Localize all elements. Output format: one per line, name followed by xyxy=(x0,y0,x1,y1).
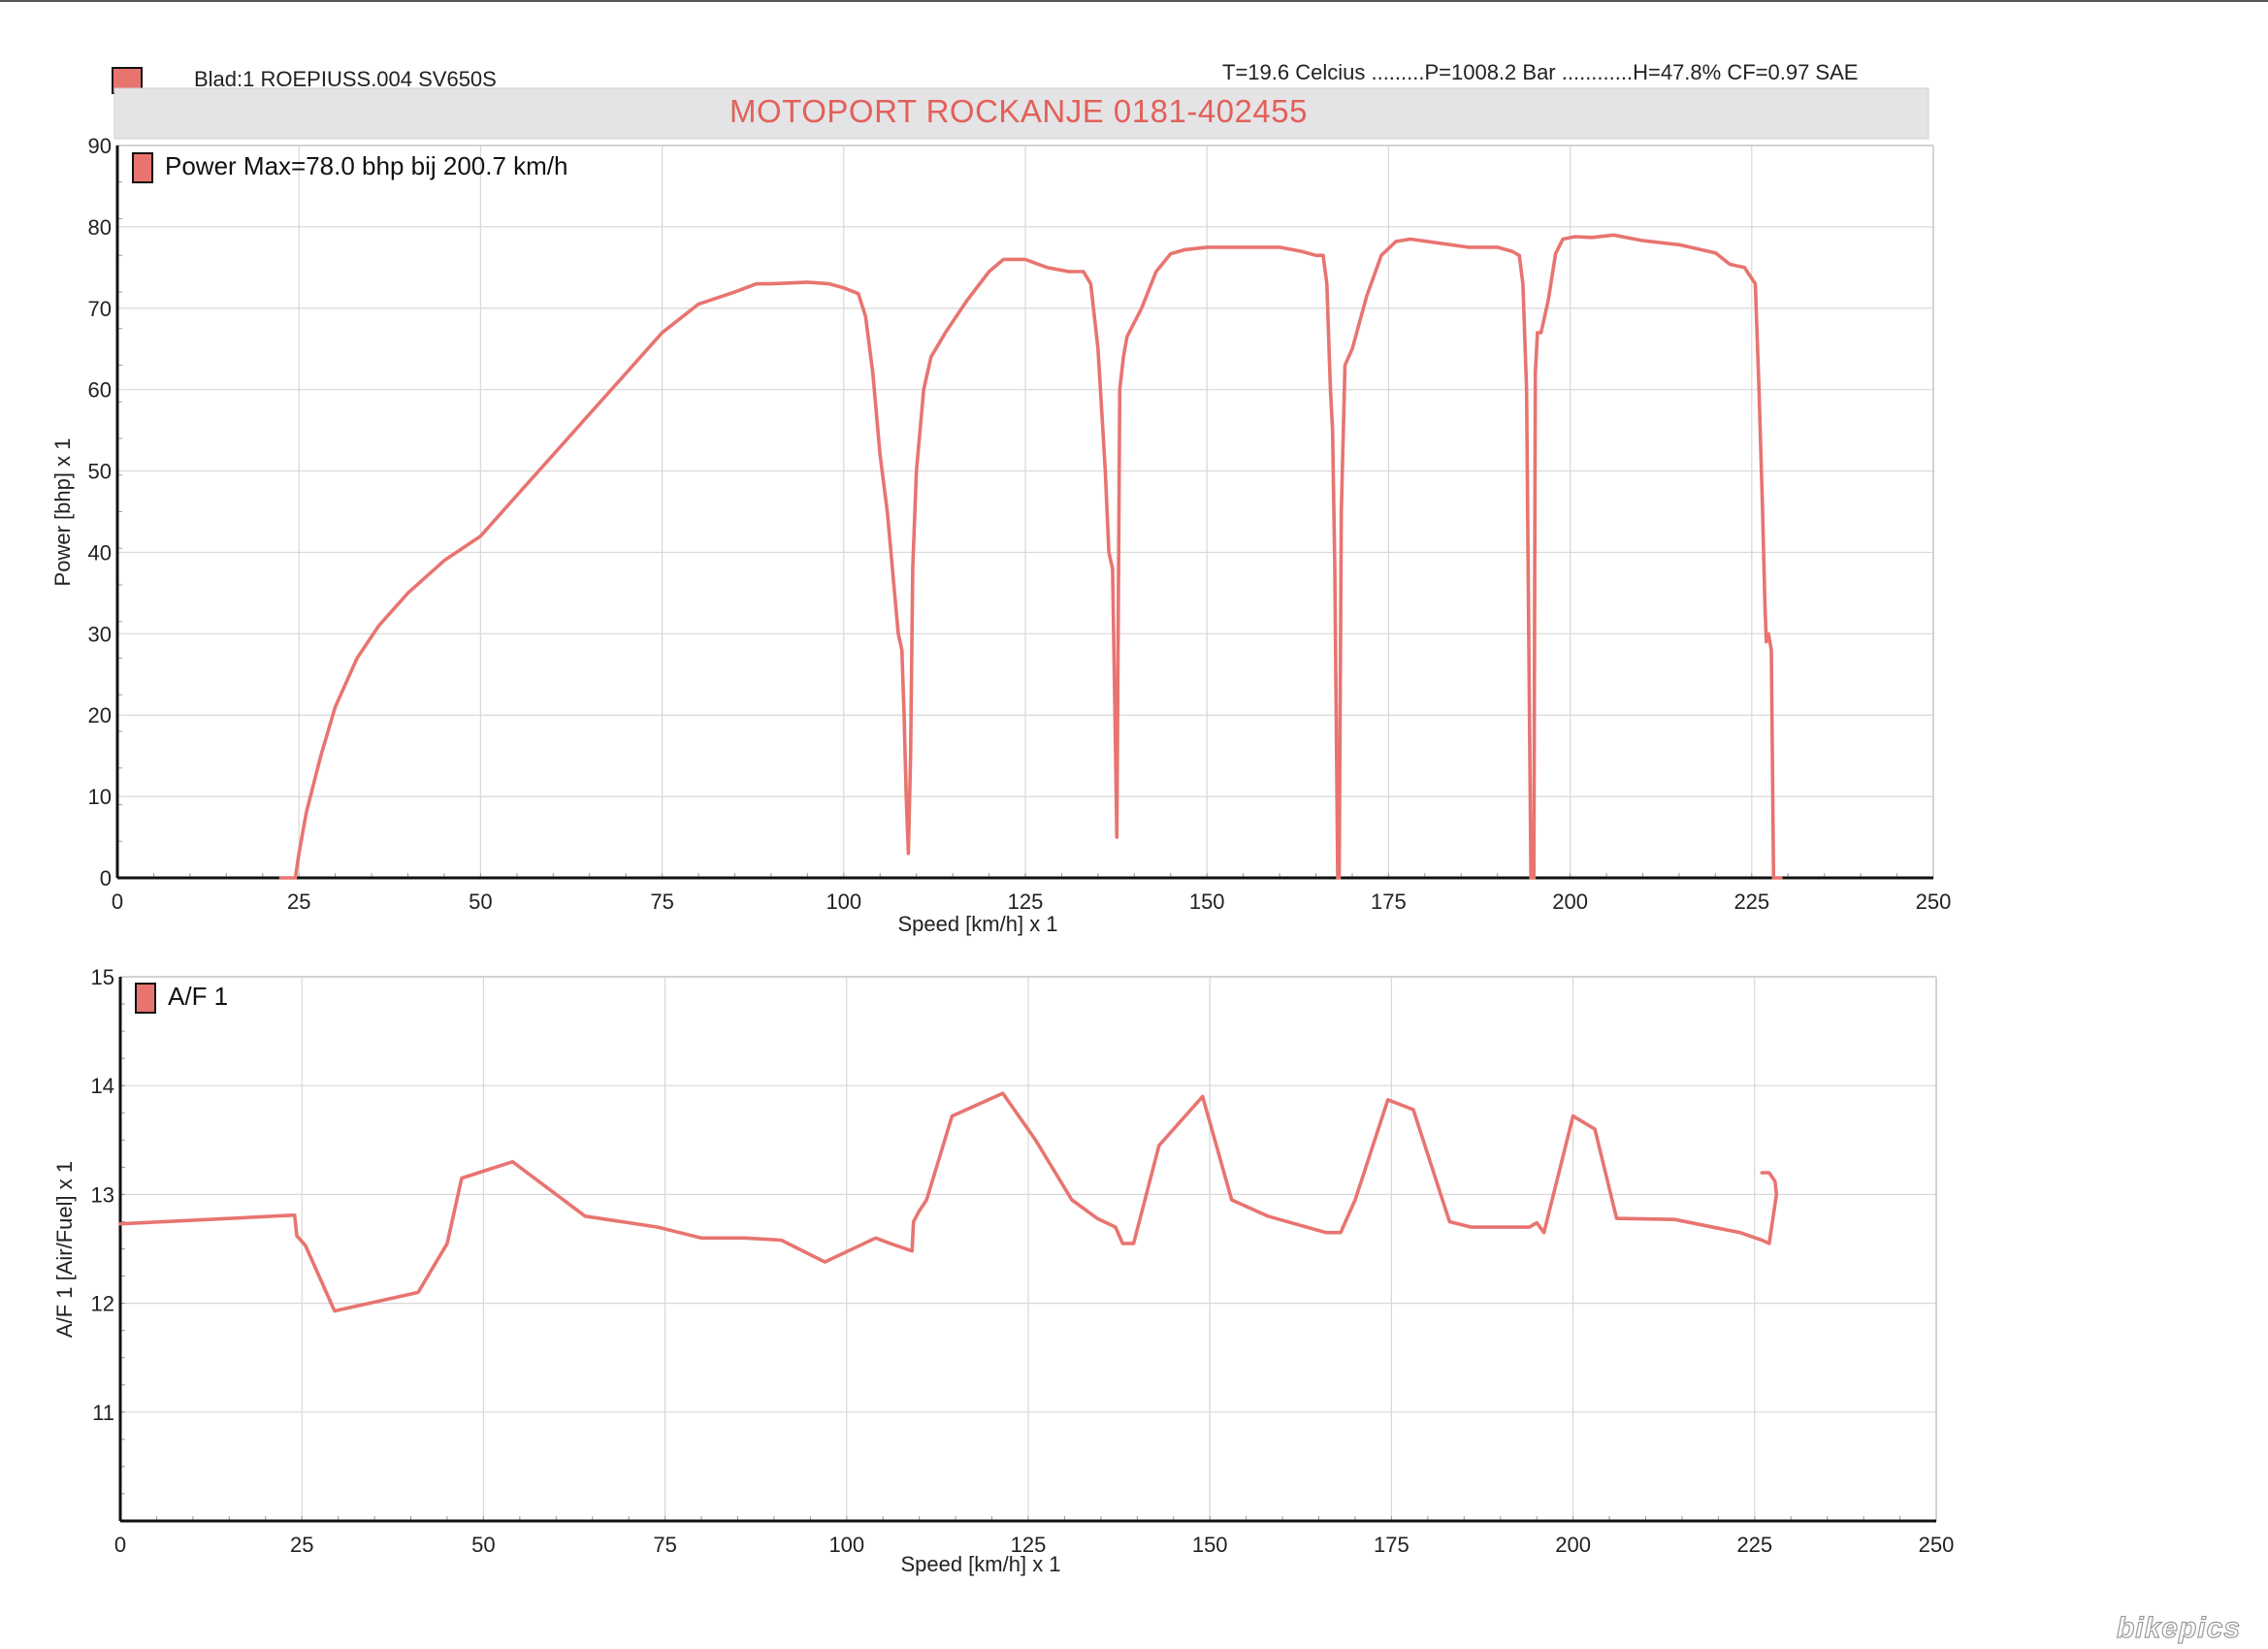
af-series-line xyxy=(118,1091,1779,1313)
power-y-tick-label: 20 xyxy=(88,703,112,728)
af-y-tick-label: 11 xyxy=(92,1401,114,1425)
af-grid xyxy=(119,976,1937,1522)
power-x-tick-label: 225 xyxy=(1733,889,1769,914)
af-y-tick-label: 13 xyxy=(91,1182,114,1207)
power-y-tick-label: 90 xyxy=(88,134,112,158)
test-conditions: T=19.6 Celcius .........P=1008.2 Bar ...… xyxy=(1222,60,1858,84)
power-x-tick-label: 125 xyxy=(1008,889,1044,914)
power-grid xyxy=(116,145,1934,879)
af-y-tick-label: 12 xyxy=(91,1292,114,1316)
af-y-tick-label: 14 xyxy=(91,1074,114,1098)
shop-banner: MOTOPORT ROCKANJE 0181-402455 xyxy=(729,93,1308,129)
power-series-line xyxy=(278,233,1783,880)
power-frame xyxy=(115,145,1934,880)
power-legend-label: Power Max=78.0 bhp bij 200.7 km/h xyxy=(165,151,568,180)
af-y-tick-labels: 11 12 13 14 15 xyxy=(91,965,114,1425)
power-y-tick-label: 10 xyxy=(88,785,112,809)
af-x-tick-label: 250 xyxy=(1919,1533,1955,1557)
power-x-tick-label: 200 xyxy=(1552,889,1588,914)
power-y-tick-label: 60 xyxy=(88,378,112,403)
power-chart: 0 10 20 30 40 50 60 70 80 90 0 25 50 75 100 125 150 175 2… xyxy=(50,134,1951,936)
power-x-tick-label: 75 xyxy=(650,889,673,914)
af-x-tick-label: 200 xyxy=(1555,1533,1591,1557)
power-x-tick-labels: 0 25 50 75 100 125 150 175 200 225 250 xyxy=(112,889,1951,914)
power-y-axis-title: Power [bhp] x 1 xyxy=(50,438,75,587)
af-x-tick-label: 25 xyxy=(290,1533,313,1557)
power-y-tick-label: 30 xyxy=(88,622,112,646)
power-x-tick-label: 25 xyxy=(287,889,310,914)
power-legend-swatch xyxy=(132,152,153,183)
af-x-tick-label: 75 xyxy=(653,1533,676,1557)
power-x-tick-label: 0 xyxy=(112,889,123,914)
af-y-tick-label: 15 xyxy=(91,965,114,989)
af-legend-label: A/F 1 xyxy=(168,982,228,1011)
af-x-tick-label: 50 xyxy=(471,1533,495,1557)
af-x-tick-label: 175 xyxy=(1374,1533,1409,1557)
power-x-tick-label: 50 xyxy=(469,889,492,914)
power-y-tick-label: 50 xyxy=(88,460,112,484)
power-x-tick-label: 150 xyxy=(1189,889,1225,914)
af-x-tick-label: 100 xyxy=(828,1533,864,1557)
power-y-tick-labels: 0 10 20 30 40 50 60 70 80 90 xyxy=(88,134,112,890)
power-x-tick-label: 175 xyxy=(1371,889,1407,914)
af-x-tick-label: 150 xyxy=(1192,1533,1228,1557)
watermark-logo: bikepics xyxy=(2117,1612,2241,1644)
af-x-tick-labels: 0 25 50 75 100 125 150 175 200 225 250 xyxy=(114,1533,1954,1557)
power-x-tick-label: 250 xyxy=(1916,889,1952,914)
banner-bar xyxy=(113,87,1929,140)
af-legend-swatch xyxy=(135,983,156,1014)
af-frame xyxy=(118,976,1937,1523)
power-y-tick-label: 40 xyxy=(88,540,112,565)
af-y-axis-title: A/F 1 [Air/Fuel] x 1 xyxy=(52,1161,77,1338)
power-x-tick-label: 100 xyxy=(826,889,861,914)
af-x-tick-label: 0 xyxy=(114,1533,126,1557)
power-y-tick-label: 80 xyxy=(88,215,112,240)
power-x-axis-title: Speed [km/h] x 1 xyxy=(897,912,1057,936)
af-x-tick-label: 225 xyxy=(1736,1533,1772,1557)
sheet-info: Blad:1 ROEPIUSS.004 SV650S xyxy=(194,67,497,91)
af-x-axis-title: Speed [km/h] x 1 xyxy=(900,1552,1060,1576)
af-x-tick-label: 125 xyxy=(1011,1533,1047,1557)
power-y-tick-label: 70 xyxy=(88,297,112,321)
power-y-tick-label: 0 xyxy=(100,866,112,890)
